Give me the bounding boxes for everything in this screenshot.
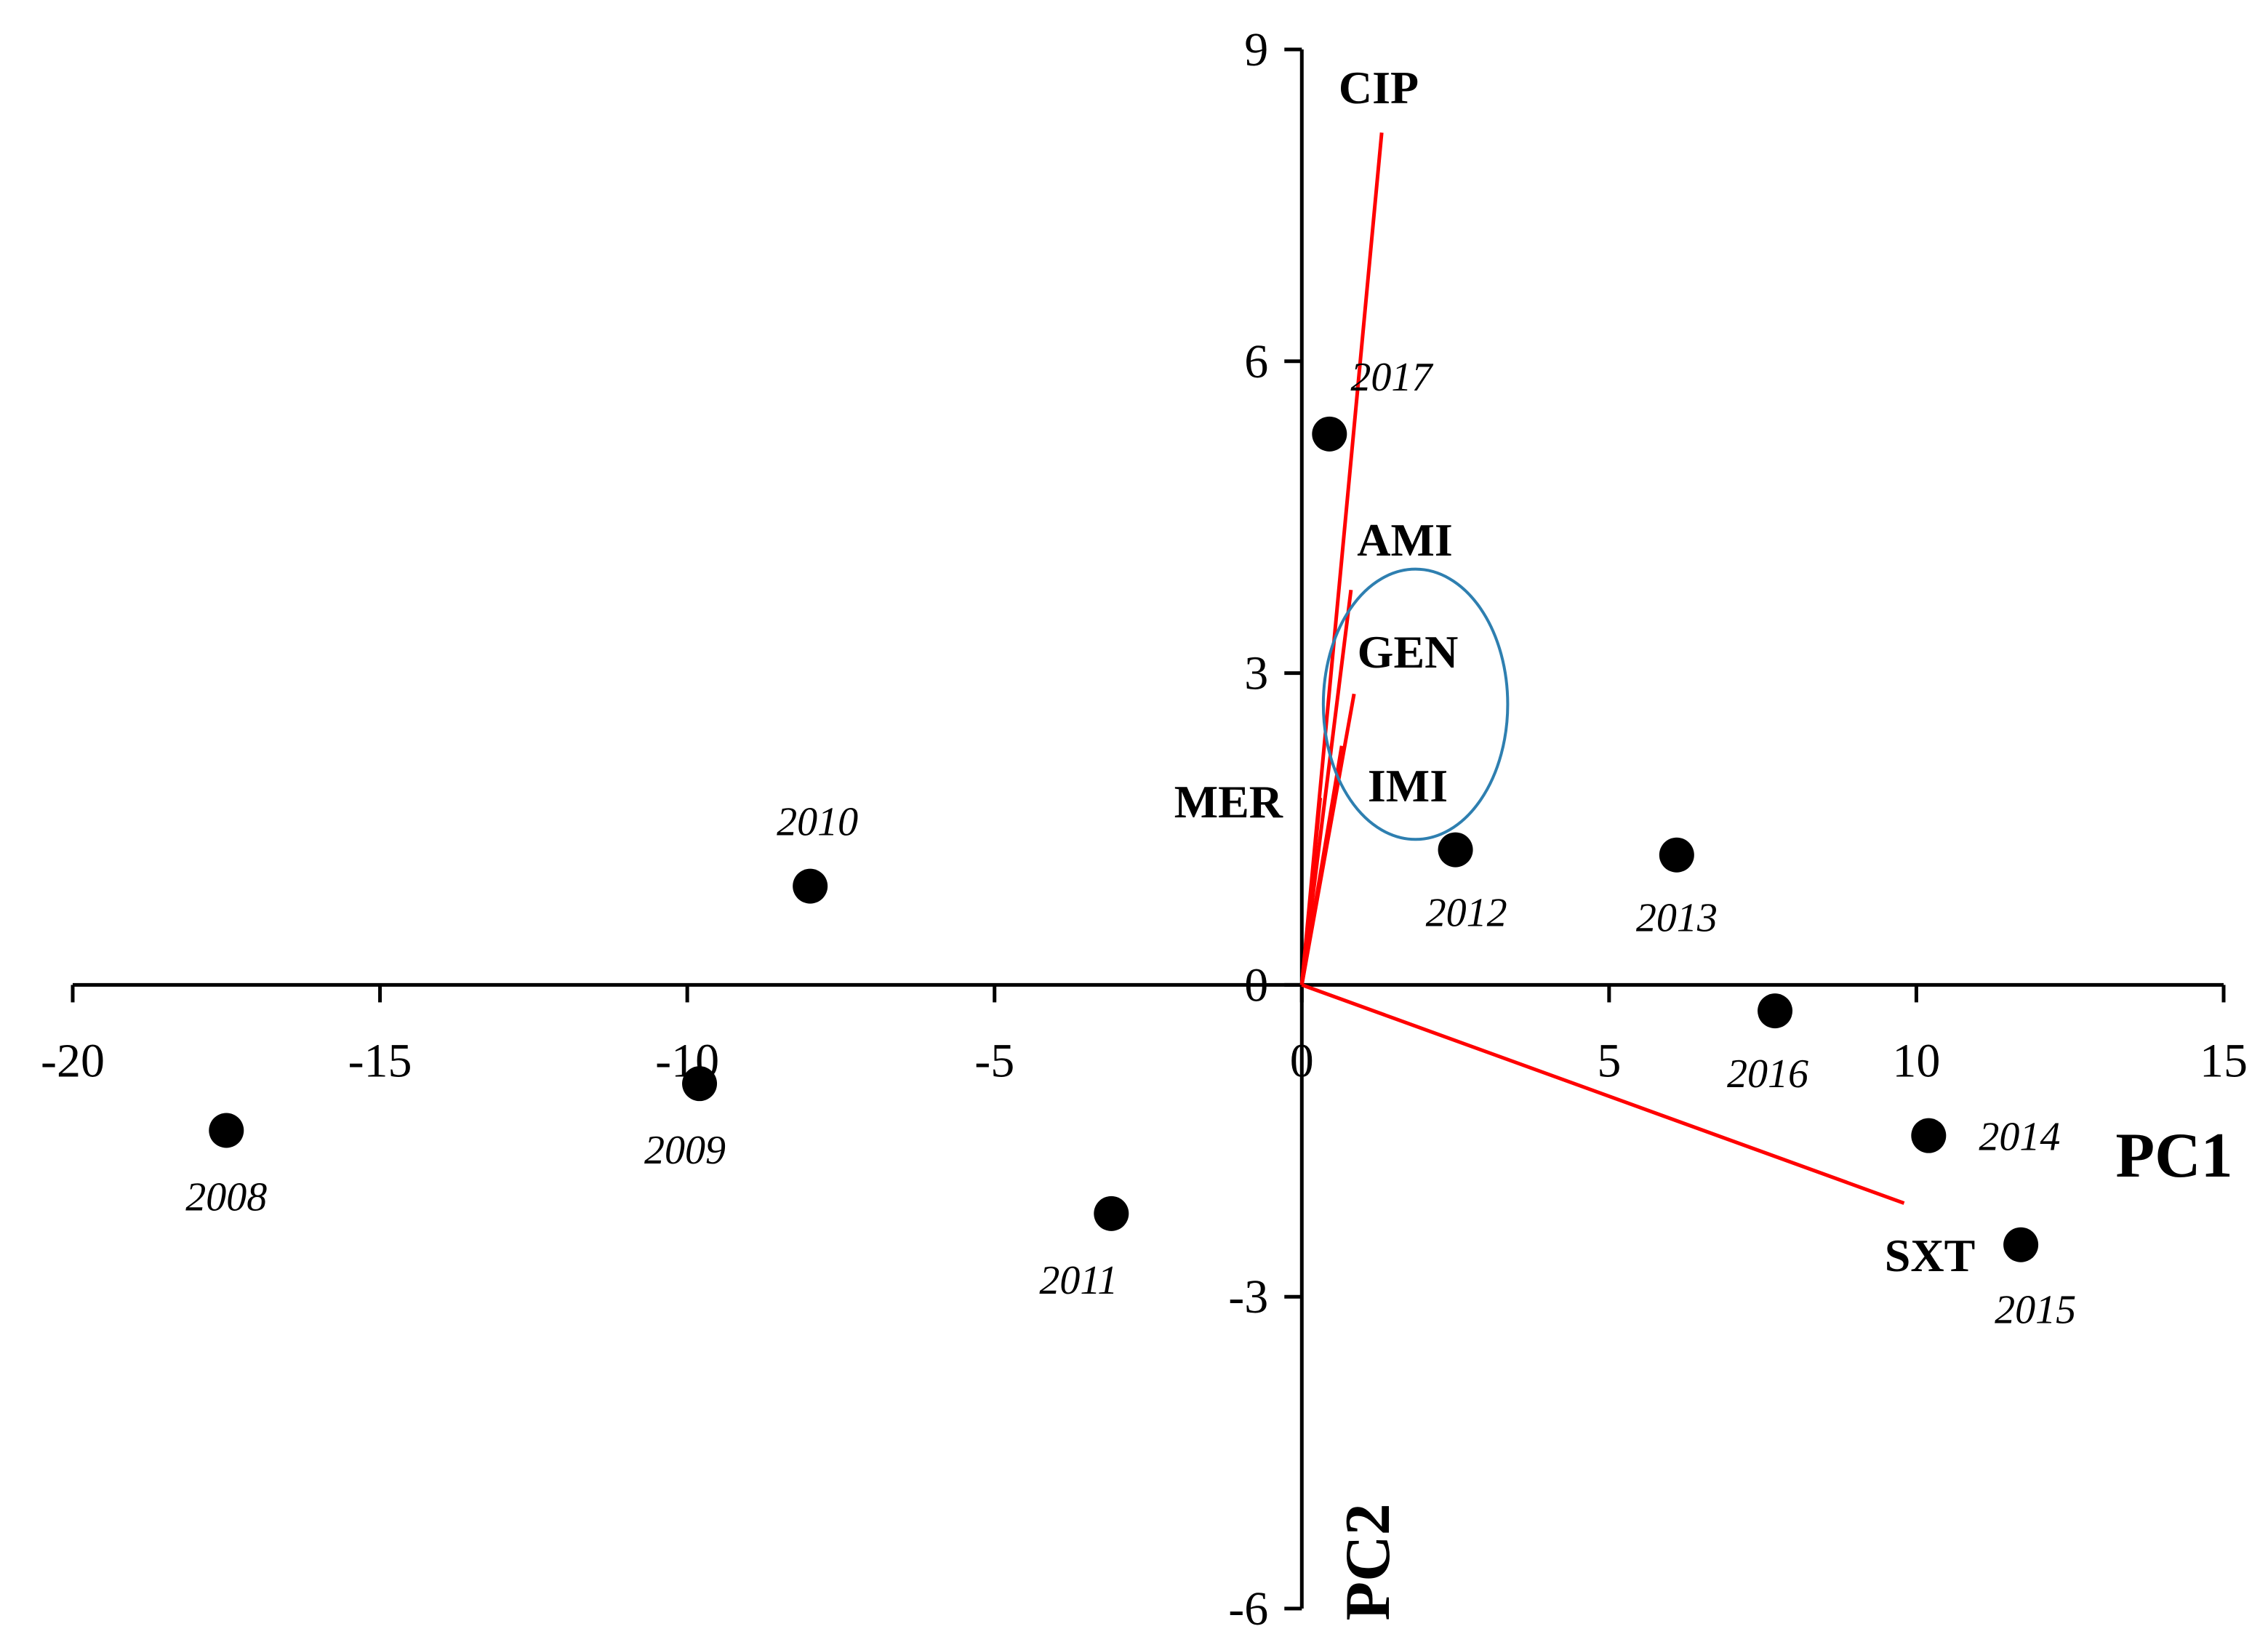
loading-vector-sxt — [1301, 983, 1905, 1205]
x-tick-label: -20 — [41, 1034, 105, 1087]
x-tick-label: -15 — [348, 1034, 412, 1087]
loading-vectors — [1299, 132, 1905, 1205]
score-points — [209, 416, 2039, 1262]
point-label-2017: 2017 — [1350, 355, 1433, 400]
loading-label-mer: MER — [1174, 776, 1283, 828]
loading-label-ami: AMI — [1357, 514, 1453, 566]
point-label-2013: 2013 — [1636, 896, 1718, 941]
loading-label-cip: CIP — [1339, 62, 1419, 113]
loading-label-sxt: SXT — [1885, 1230, 1976, 1281]
loading-label-imi: IMI — [1368, 760, 1448, 812]
point-label-2011: 2011 — [1039, 1258, 1118, 1303]
point-label-2009: 2009 — [644, 1128, 726, 1173]
cluster-ellipse-group — [1321, 567, 1510, 841]
x-tick-label: 15 — [2200, 1034, 2248, 1087]
x-tick-label: 5 — [1597, 1034, 1621, 1087]
point-2015 — [2003, 1227, 2039, 1262]
point-label-2008: 2008 — [185, 1175, 267, 1220]
y-tick-label: 0 — [1244, 958, 1268, 1012]
point-2008 — [209, 1113, 244, 1148]
point-2011 — [1094, 1196, 1129, 1231]
point-2014 — [1911, 1118, 1947, 1153]
cluster-ellipse — [1321, 567, 1510, 841]
point-2012 — [1438, 832, 1473, 868]
x-tick-label: 10 — [1892, 1034, 1940, 1087]
y-tick-label: -6 — [1228, 1582, 1268, 1635]
y-tick-label: 6 — [1244, 335, 1268, 388]
point-2017 — [1312, 416, 1347, 452]
labels: 2008 2009 2010 2011 2012 2013 2014 2015 2016 2017… — [185, 62, 2076, 1333]
point-2016 — [1758, 993, 1793, 1029]
y-tick-label: 9 — [1244, 23, 1268, 76]
x-axis-title: PC1 — [2115, 1121, 2232, 1191]
x-tick-label: -5 — [974, 1034, 1014, 1087]
point-label-2012: 2012 — [1426, 891, 1507, 936]
loading-vector-mer — [1299, 797, 1323, 985]
point-label-2014: 2014 — [1979, 1115, 2060, 1160]
point-label-2010: 2010 — [777, 800, 858, 845]
loading-label-gen: GEN — [1358, 626, 1459, 678]
x-tick-label: 0 — [1290, 1034, 1314, 1087]
point-label-2015: 2015 — [1995, 1288, 2076, 1333]
point-2013 — [1659, 837, 1694, 873]
point-2010 — [793, 868, 828, 904]
y-tick-label: -3 — [1228, 1270, 1268, 1323]
y-tick-label: 3 — [1244, 647, 1268, 700]
point-2009 — [682, 1066, 718, 1102]
y-axis-title: PC2 — [1333, 1503, 1403, 1620]
loading-vector-imi — [1299, 745, 1344, 985]
point-label-2016: 2016 — [1727, 1052, 1808, 1097]
